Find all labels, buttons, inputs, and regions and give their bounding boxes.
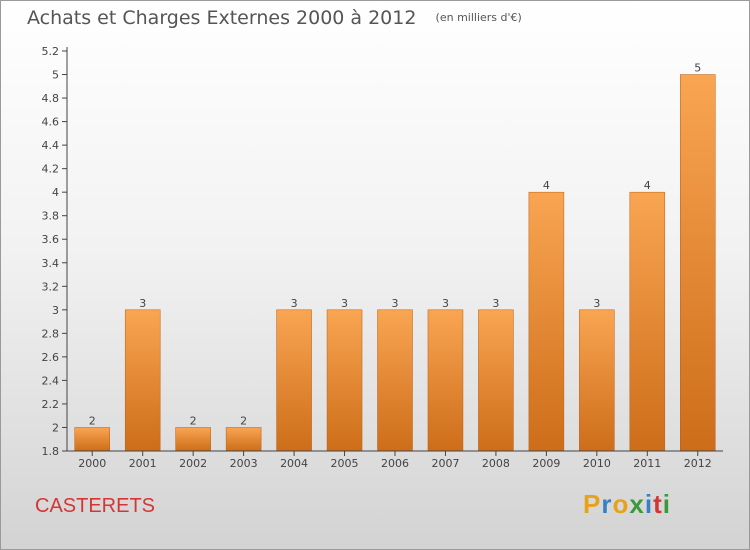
- bar-2004: [276, 309, 312, 452]
- y-tick-label: 4.2: [42, 163, 60, 176]
- brand-letter: o: [612, 489, 630, 519]
- x-tick-label: 2009: [532, 457, 560, 470]
- value-label: 4: [543, 179, 550, 192]
- y-tick-label: 3.8: [42, 210, 60, 223]
- chart-title: Achats et Charges Externes 2000 à 2012: [27, 7, 417, 29]
- brand-letter: i: [644, 489, 654, 519]
- value-label: 3: [442, 297, 449, 310]
- y-tick-label: 1.8: [42, 445, 60, 458]
- value-label: 3: [492, 297, 499, 310]
- x-tick-label: 2010: [583, 457, 611, 470]
- y-tick-label: 4: [52, 186, 59, 199]
- x-tick-label: 2006: [381, 457, 409, 470]
- brand-letter: t: [653, 489, 663, 519]
- x-tick-label: 2005: [331, 457, 359, 470]
- brand-letter: P: [583, 489, 602, 519]
- x-tick-label: 2012: [684, 457, 712, 470]
- x-tick-label: 2003: [230, 457, 258, 470]
- bar-2008: [478, 309, 514, 452]
- value-label: 3: [392, 297, 399, 310]
- bar-2010: [579, 309, 615, 452]
- bar-2003: [225, 427, 262, 452]
- value-label: 3: [593, 297, 600, 310]
- y-tick-label: 2.6: [42, 351, 60, 364]
- x-tick-label: 2004: [280, 457, 308, 470]
- y-tick-label: 2.8: [42, 327, 60, 340]
- value-label: 3: [291, 297, 298, 310]
- value-label: 2: [240, 414, 247, 427]
- y-tick-label: 4.4: [42, 139, 60, 152]
- value-label: 2: [89, 414, 96, 427]
- y-tick-label: 4.6: [42, 116, 60, 129]
- bar-2011: [629, 191, 666, 452]
- x-tick-label: 2002: [179, 457, 207, 470]
- y-tick-label: 2.4: [42, 374, 60, 387]
- bar-2006: [377, 309, 413, 452]
- y-tick-label: 3.6: [42, 233, 60, 246]
- value-label: 3: [341, 297, 348, 310]
- brand-letter: x: [629, 489, 645, 519]
- y-tick-label: 2: [52, 421, 59, 434]
- x-tick-label: 2008: [482, 457, 510, 470]
- y-tick-label: 3.2: [42, 280, 60, 293]
- bar-2007: [427, 309, 464, 452]
- bar-2000: [74, 427, 110, 452]
- brand-letter: i: [662, 489, 671, 519]
- bar-2001: [124, 309, 161, 452]
- brand-letter: r: [601, 489, 613, 519]
- bar-2012: [680, 74, 716, 452]
- bar-2009: [528, 191, 565, 452]
- value-label: 5: [694, 62, 701, 75]
- title-row: Achats et Charges Externes 2000 à 2012 (…: [27, 7, 522, 29]
- bar-2002: [175, 427, 211, 452]
- y-tick-label: 5: [52, 69, 59, 82]
- x-tick-label: 2001: [129, 457, 157, 470]
- y-tick-label: 4.8: [42, 92, 60, 105]
- commune-name: CASTERETS: [35, 495, 156, 517]
- y-tick-label: 2.2: [42, 398, 60, 411]
- value-label: 2: [190, 414, 197, 427]
- value-label: 4: [644, 179, 651, 192]
- y-tick-label: 5.2: [42, 45, 60, 58]
- x-tick-label: 2007: [431, 457, 459, 470]
- x-tick-label: 2000: [78, 457, 106, 470]
- brand-logo: Proxiti: [583, 489, 671, 520]
- chart-subtitle: (en milliers d'€): [435, 11, 522, 24]
- y-tick-label: 3.4: [42, 257, 60, 270]
- value-label: 3: [139, 297, 146, 310]
- bar-2005: [326, 309, 363, 452]
- y-tick-label: 3: [52, 304, 59, 317]
- x-tick-label: 2011: [633, 457, 661, 470]
